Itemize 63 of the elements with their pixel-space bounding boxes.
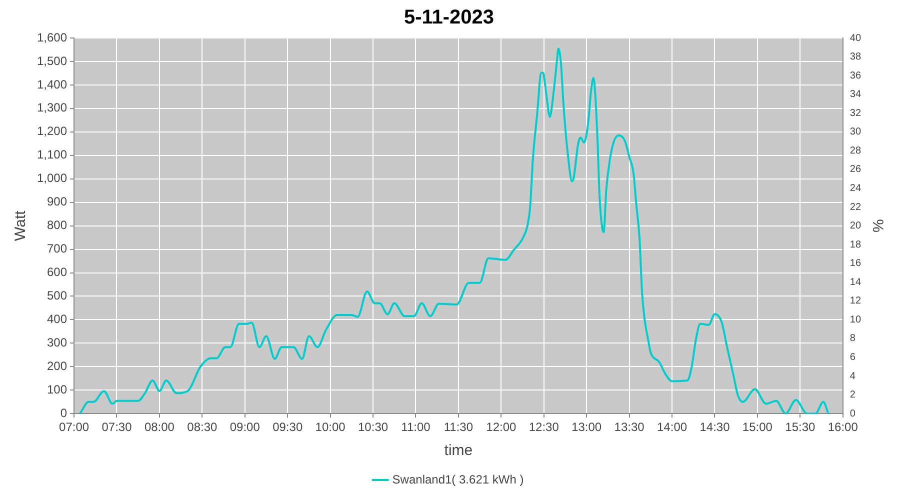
y-tick-label: 900	[47, 194, 68, 209]
chart-title: 5-11-2023	[404, 6, 494, 29]
y2-axis-title: %	[868, 219, 886, 232]
x-tick-label: 15:30	[785, 420, 816, 434]
y-tick-label: 1,000	[37, 171, 68, 186]
x-tick-label: 12:00	[486, 420, 517, 434]
x-tick-label: 11:00	[401, 420, 431, 434]
y2-tick-label: 0	[850, 408, 856, 420]
x-tick-label: 14:30	[700, 420, 730, 434]
y-tick-label: 1,400	[37, 77, 68, 92]
y2-tick-label: 18	[850, 239, 862, 250]
x-tick-label: 13:30	[614, 420, 645, 434]
y2-tick-label: 36	[850, 70, 862, 82]
x-tick-label: 08:30	[187, 420, 218, 434]
y2-tick-label: 38	[850, 52, 862, 63]
y2-tick-label: 32	[850, 108, 862, 119]
line-series	[79, 48, 830, 414]
y-tick-label: 100	[47, 382, 68, 396]
x-tick-label: 09:00	[230, 420, 260, 434]
y2-tick-label: 40	[850, 32, 862, 44]
y-axis-title: Watt	[12, 210, 30, 241]
y-tick-label: 700	[47, 242, 68, 256]
y2-tick-label: 16	[850, 258, 862, 270]
y-tick-label: 1,300	[37, 100, 68, 115]
y2-tick-label: 2	[850, 390, 856, 401]
y-tick-label: 1,100	[37, 148, 68, 162]
x-tick-label: 07:30	[102, 420, 132, 434]
x-tick-label: 15:00	[742, 420, 773, 434]
y2-tick-label: 6	[850, 352, 856, 364]
y2-tick-label: 26	[850, 164, 862, 176]
y-tick-label: 0	[60, 406, 68, 420]
x-tick-label: 14:00	[657, 420, 688, 434]
x-tick-label: 16:00	[828, 420, 858, 434]
y2-tick-label: 14	[850, 276, 862, 288]
y2-tick-label: 20	[850, 220, 862, 232]
y-tick-label: 400	[47, 312, 68, 326]
y2-tick-label: 28	[850, 145, 862, 156]
y-tick-label: 300	[47, 335, 68, 350]
y-tick-label: 1,500	[37, 54, 68, 68]
y2-tick-label: 12	[850, 296, 862, 307]
x-tick-label: 08:00	[144, 420, 175, 434]
x-axis-title: time	[444, 442, 473, 460]
y-tick-label: 500	[47, 288, 68, 303]
x-tick-label: 13:00	[572, 420, 602, 434]
y-tick-label: 1,600	[37, 30, 68, 44]
x-tick-label: 12:30	[528, 420, 560, 434]
y2-tick-label: 10	[850, 314, 862, 326]
y2-tick-label: 24	[850, 182, 862, 194]
legend-label: Swanland1( 3.621 kWh )	[392, 472, 524, 486]
y2-tick-label: 4	[850, 370, 856, 382]
y2-tick-label: 34	[850, 89, 862, 100]
y2-tick-label: 8	[850, 333, 856, 344]
y-tick-label: 1,200	[37, 124, 68, 138]
y-tick-label: 600	[47, 265, 68, 280]
x-tick-label: 10:30	[358, 420, 388, 434]
y-tick-label: 800	[47, 218, 68, 232]
y2-tick-label: 30	[850, 126, 862, 138]
x-tick-label: 10:00	[315, 420, 346, 434]
y-tick-label: 200	[47, 358, 68, 373]
x-tick-label: 09:30	[272, 420, 303, 434]
y2-tick-label: 22	[850, 202, 862, 213]
x-tick-label: 07:00	[59, 420, 90, 434]
x-tick-label: 11:30	[444, 420, 474, 434]
